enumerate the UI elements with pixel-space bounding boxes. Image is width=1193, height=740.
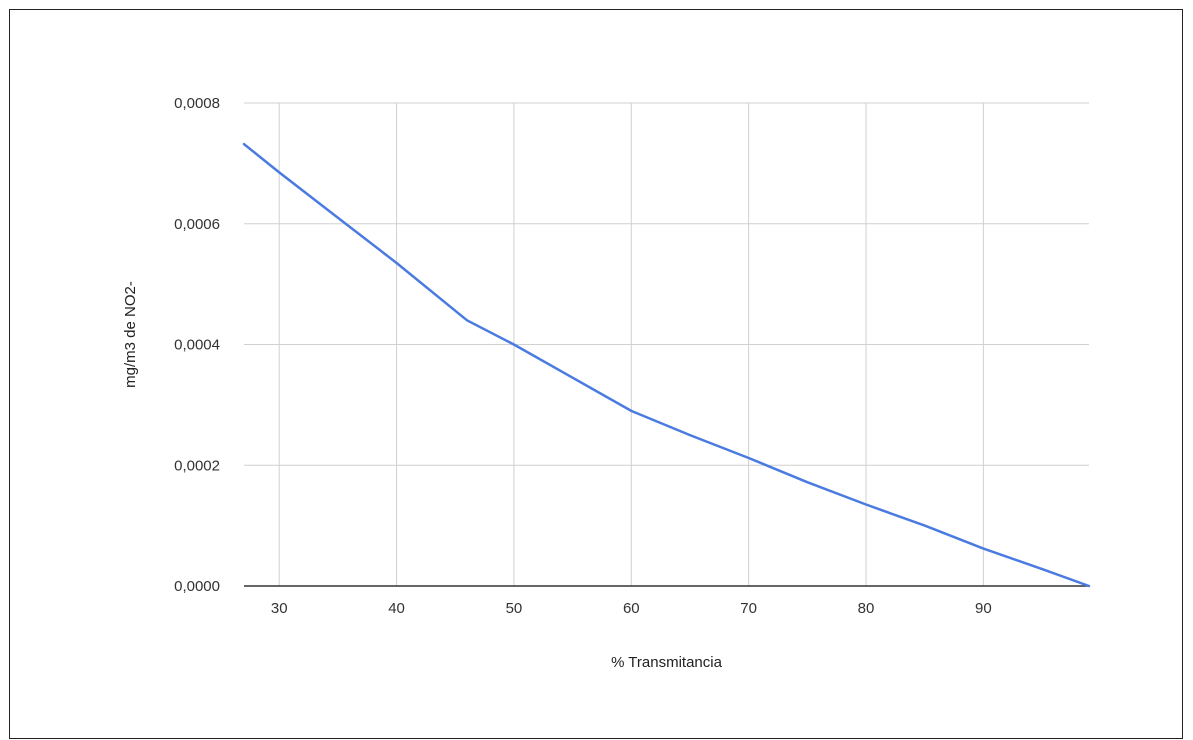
x-tick-label: 80 [858,600,875,617]
y-axis-tick-labels: 0,0000 0,0002 0,0004 0,0006 0,0008 [174,95,220,595]
x-tick-label: 50 [506,600,523,617]
x-axis-tick-labels: 30 40 50 60 70 80 90 [271,600,992,617]
x-tick-label: 60 [623,600,640,617]
y-tick-label: 0,0000 [174,578,220,595]
y-tick-label: 0,0002 [174,457,220,474]
y-tick-label: 0,0004 [174,337,220,354]
x-tick-label: 90 [975,600,992,617]
chart-frame [9,9,1183,739]
x-tick-label: 40 [388,600,405,617]
y-tick-label: 0,0006 [174,216,220,233]
x-axis-title: % Transmitancia [611,654,723,671]
series-line [242,142,1091,588]
x-tick-label: 70 [740,600,757,617]
series-layer [242,142,1091,588]
grid-lines [244,102,1089,586]
x-tick-label: 30 [271,600,288,617]
y-axis-title: mg/m3 de NO2- [122,281,139,388]
y-tick-label: 0,0008 [174,95,220,112]
